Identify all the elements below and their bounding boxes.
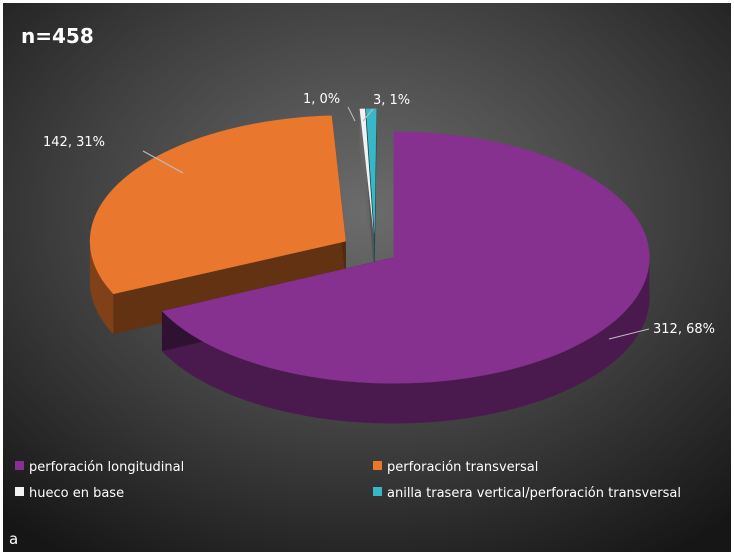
data-label-perforacion-transversal: 142, 31%	[43, 135, 105, 150]
data-label-hueco-en-base: 1, 0%	[303, 92, 340, 107]
chart-title: n=458	[21, 24, 94, 48]
leader-line-hueco-en-base	[347, 106, 356, 122]
slice-top-perforacion-longitudinal	[161, 131, 650, 384]
slice-top-anilla-trasera-vertical	[365, 108, 377, 235]
slice-edge-hueco-en-base	[359, 108, 374, 275]
slice-edge-anilla-trasera-vertical	[374, 108, 377, 275]
slice-wall-perforacion-longitudinal	[162, 255, 650, 424]
slice-top-perforacion-transversal	[89, 115, 346, 295]
legend-label-anilla-trasera-vertical: anilla trasera vertical/perforación tran…	[387, 486, 681, 501]
leader-line-anilla-trasera-vertical	[362, 108, 374, 122]
legend: perforación longitudinal perforación tran…	[15, 460, 681, 501]
legend-label-perforacion-transversal: perforación transversal	[387, 460, 538, 475]
data-labels-group: 312, 68% 142, 31% 1, 0% 3, 1%	[43, 92, 715, 340]
chart-panel: n=458 312, 68% 142, 31% 1, 0% 3, 1% perfora…	[3, 3, 731, 552]
panel-label: a	[9, 530, 18, 548]
legend-swatch-hueco-en-base	[15, 487, 24, 496]
legend-item-perforacion-transversal: perforación transversal	[373, 460, 538, 475]
slice-top-hueco-en-base	[359, 108, 374, 235]
legend-label-perforacion-longitudinal: perforación longitudinal	[29, 460, 184, 475]
data-label-anilla-trasera-vertical: 3, 1%	[373, 93, 410, 108]
leader-line-perforacion-longitudinal	[608, 328, 650, 340]
leader-line-perforacion-transversal	[142, 150, 184, 174]
legend-item-hueco-en-base: hueco en base	[15, 486, 124, 501]
pie-chart: n=458 312, 68% 142, 31% 1, 0% 3, 1% perfora…	[3, 3, 731, 552]
legend-swatch-perforacion-transversal	[373, 461, 382, 470]
legend-swatch-anilla-trasera-vertical	[373, 487, 382, 496]
legend-label-hueco-en-base: hueco en base	[29, 486, 124, 501]
slices-group	[89, 108, 650, 424]
data-label-perforacion-longitudinal: 312, 68%	[653, 322, 715, 337]
slice-hueco-en-base	[359, 108, 374, 275]
legend-item-perforacion-longitudinal: perforación longitudinal	[15, 460, 184, 475]
legend-item-anilla-trasera-vertical: anilla trasera vertical/perforación tran…	[373, 486, 681, 501]
legend-swatch-perforacion-longitudinal	[15, 461, 24, 470]
slice-wall-perforacion-transversal	[89, 239, 114, 335]
slice-perforacion-longitudinal	[161, 131, 650, 424]
